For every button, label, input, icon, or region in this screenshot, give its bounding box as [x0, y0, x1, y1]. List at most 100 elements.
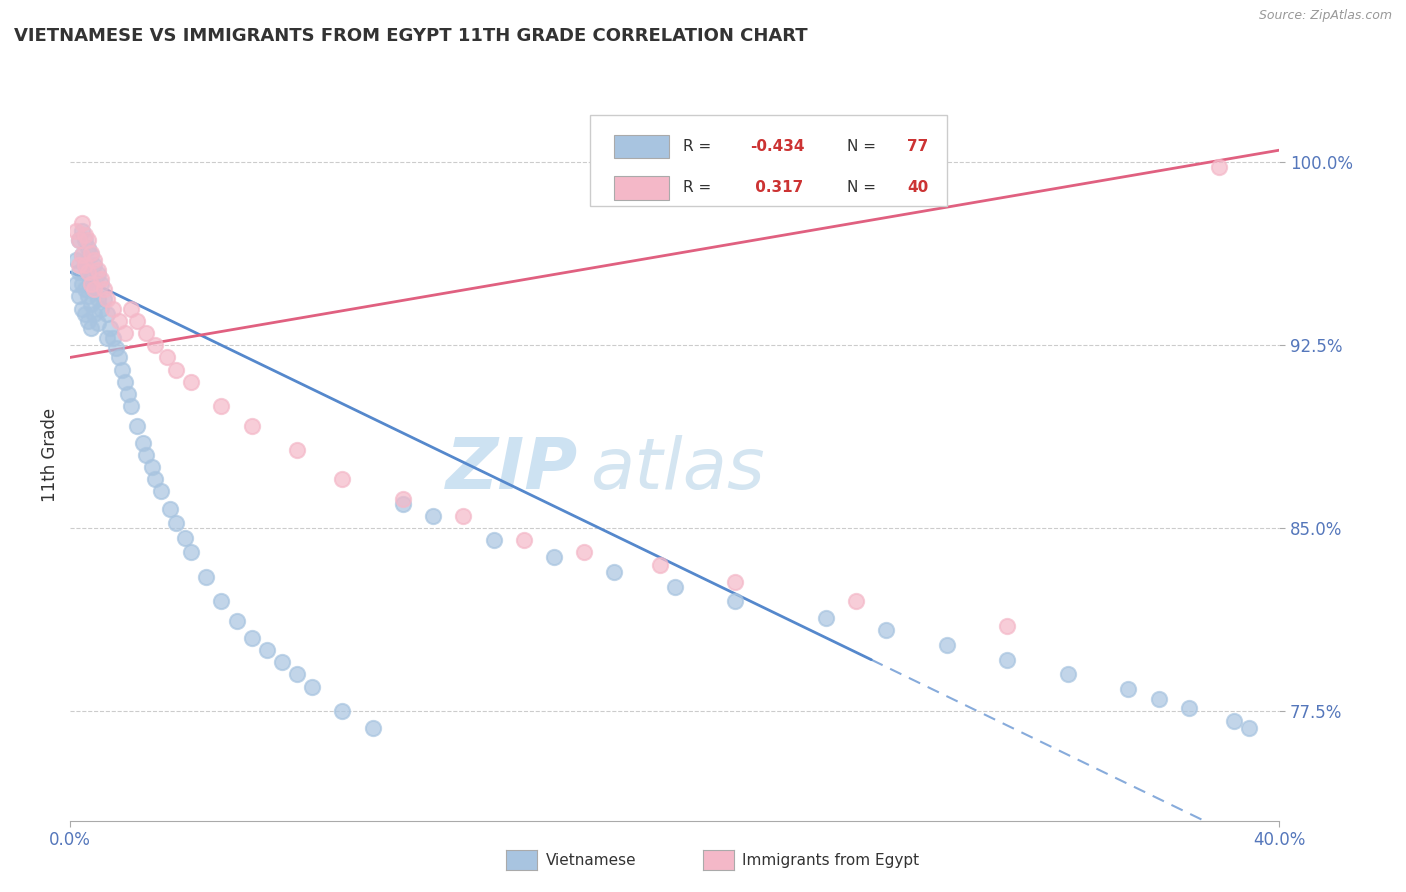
Point: [104, 341, 127, 355]
Point: [90, 272, 111, 286]
Point: [301, 680, 323, 694]
Text: VIETNAMESE VS IMMIGRANTS FROM EGYPT 11TH GRADE CORRELATION CHART: VIETNAMESE VS IMMIGRANTS FROM EGYPT 11TH…: [14, 27, 807, 45]
Point: [90, 301, 111, 316]
Point: [195, 570, 218, 584]
Point: [143, 472, 166, 486]
Point: [135, 448, 157, 462]
Bar: [614, 177, 669, 200]
Point: [96, 331, 118, 345]
Point: [270, 655, 294, 669]
Point: [83, 258, 105, 272]
Point: [72, 277, 94, 292]
Point: [77, 314, 100, 328]
Point: [98, 321, 121, 335]
Point: [165, 362, 187, 376]
Point: [77, 289, 100, 303]
Point: [114, 326, 136, 340]
Point: [117, 387, 139, 401]
Point: [125, 418, 148, 433]
Point: [1147, 691, 1170, 706]
Text: R =: R =: [683, 139, 717, 153]
Point: [77, 233, 100, 247]
Text: N =: N =: [846, 180, 880, 195]
Point: [101, 331, 124, 345]
Text: R =: R =: [683, 180, 717, 195]
Point: [391, 497, 415, 511]
Point: [77, 241, 100, 255]
Point: [67, 233, 90, 247]
Point: [1057, 667, 1080, 681]
Point: [1116, 681, 1139, 696]
Point: [72, 216, 94, 230]
Text: N =: N =: [846, 139, 880, 153]
Point: [72, 224, 94, 238]
Point: [107, 314, 129, 328]
Point: [422, 508, 444, 523]
Point: [482, 533, 505, 548]
Point: [150, 484, 172, 499]
Point: [107, 351, 129, 365]
Point: [845, 594, 868, 608]
Point: [75, 306, 97, 320]
Point: [995, 618, 1018, 632]
Point: [93, 282, 115, 296]
Point: [67, 233, 90, 247]
Point: [453, 508, 475, 523]
Point: [67, 289, 90, 303]
Bar: [614, 135, 669, 158]
Point: [67, 265, 90, 279]
Point: [724, 574, 747, 589]
Text: -0.434: -0.434: [749, 139, 804, 153]
Point: [90, 277, 111, 292]
Text: 40: 40: [907, 180, 928, 195]
Point: [80, 321, 103, 335]
Point: [93, 292, 115, 306]
Point: [135, 326, 157, 340]
Y-axis label: 11th Grade: 11th Grade: [41, 408, 59, 502]
Point: [80, 245, 103, 260]
Point: [1178, 701, 1201, 715]
Point: [156, 351, 179, 365]
Point: [77, 265, 100, 279]
Point: [211, 399, 233, 413]
Point: [65, 252, 87, 267]
Point: [180, 375, 202, 389]
Point: [96, 292, 118, 306]
Point: [141, 460, 163, 475]
Point: [65, 277, 87, 292]
FancyBboxPatch shape: [591, 115, 948, 206]
Point: [120, 301, 142, 316]
Text: Vietnamese: Vietnamese: [546, 854, 636, 868]
Point: [86, 316, 108, 330]
Point: [65, 224, 87, 238]
Point: [361, 721, 384, 735]
Point: [391, 491, 415, 506]
Point: [96, 306, 118, 320]
Text: ZIP: ZIP: [446, 435, 578, 504]
Point: [256, 643, 278, 657]
Point: [543, 550, 565, 565]
Point: [159, 501, 181, 516]
Point: [75, 233, 97, 247]
Point: [936, 638, 959, 652]
Text: 77: 77: [907, 139, 928, 153]
Point: [332, 704, 354, 718]
Point: [143, 338, 166, 352]
Point: [75, 282, 97, 296]
Point: [724, 594, 747, 608]
Point: [72, 248, 94, 262]
Point: [114, 375, 136, 389]
Point: [180, 545, 202, 559]
Point: [174, 531, 197, 545]
Text: 0.317: 0.317: [749, 180, 803, 195]
Text: atlas: atlas: [591, 435, 765, 504]
Point: [75, 228, 97, 243]
Point: [225, 614, 247, 628]
Point: [125, 314, 148, 328]
Point: [513, 533, 536, 548]
Point: [815, 611, 838, 625]
Point: [83, 252, 105, 267]
Point: [80, 277, 103, 292]
Point: [1208, 160, 1230, 174]
Point: [603, 565, 626, 579]
